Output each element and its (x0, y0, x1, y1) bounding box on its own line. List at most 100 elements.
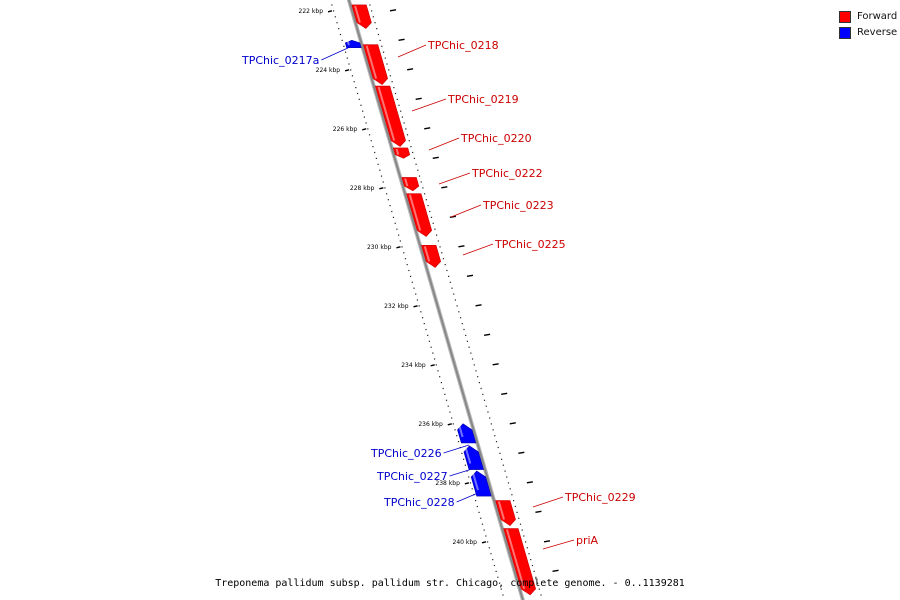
medium-tick (475, 304, 482, 307)
minor-tick-right (475, 370, 477, 372)
minor-tick-left (333, 10, 335, 12)
minor-tick-left (475, 500, 477, 502)
medium-tick (526, 481, 533, 484)
minor-tick-left (341, 39, 343, 41)
gene-label-tpchic_0219: TPChic_0219 (447, 93, 519, 106)
medium-tick (543, 540, 551, 543)
minor-tick-right (458, 311, 460, 313)
gene-label-tpchic_0222-leader (438, 172, 471, 185)
major-tick (447, 423, 452, 426)
minor-tick-left (464, 464, 466, 466)
minor-tick-left (456, 435, 458, 437)
gene-label-tpchic_0223-leader (450, 204, 482, 218)
minor-tick-left (360, 104, 362, 106)
minor-tick-left (471, 488, 473, 490)
minor-tick-left (370, 140, 372, 142)
major-tick (481, 541, 487, 544)
gene-label-tpchic_0228-leader (456, 492, 479, 503)
minor-tick-right (509, 488, 511, 490)
tick-label: 226 kbp (333, 126, 358, 133)
gene-label-tpchic_0227: TPChic_0227 (376, 470, 448, 483)
minor-tick-right (468, 346, 470, 348)
gene-tpchic_0222-shine (404, 178, 409, 187)
minor-tick-left (358, 98, 360, 100)
minor-tick-left (372, 146, 374, 148)
minor-tick-left (396, 228, 398, 230)
minor-tick-left (379, 169, 381, 171)
minor-tick-right (473, 364, 475, 366)
gene-tpchic_0222 (401, 177, 420, 192)
minor-tick-left (389, 205, 391, 207)
minor-tick-right (494, 435, 496, 437)
gene-label-tpchic_0217a: TPChic_0217a (241, 54, 319, 67)
minor-tick-left (362, 110, 364, 112)
minor-tick-left (339, 33, 342, 36)
tick-layer: 222 kbp 224 kbp 226 kbp 228 kbp 230 kbp 232 k… (299, 4, 559, 596)
minor-tick-left (408, 269, 410, 272)
major-tick (362, 128, 367, 131)
minor-tick-right (422, 187, 424, 189)
minor-tick-right (521, 529, 523, 531)
minor-tick-left (392, 216, 395, 218)
minor-tick-left (353, 81, 355, 83)
major-tick (430, 364, 435, 367)
minor-tick-left (413, 287, 415, 289)
minor-tick-right (374, 22, 376, 24)
legend: Forward Reverse (839, 9, 897, 41)
gene-pria (503, 528, 536, 596)
gene-label-tpchic_0223: TPChic_0223 (482, 199, 554, 212)
legend-reverse-label: Reverse (857, 27, 898, 38)
minor-tick-left (348, 63, 350, 65)
minor-tick-right (418, 175, 421, 177)
gene-tpchic_0228-shine (471, 471, 479, 491)
gene-label-tpchic_0229-leader (532, 496, 564, 508)
minor-tick-left (488, 547, 490, 549)
minor-tick-right (495, 441, 498, 443)
minor-tick-right (480, 387, 482, 390)
minor-tick-right (528, 553, 530, 555)
minor-tick-left (351, 75, 354, 77)
medium-tick (509, 422, 516, 425)
minor-tick-right (497, 446, 499, 449)
minor-tick-left (425, 328, 427, 331)
minor-tick-right (483, 399, 486, 401)
minor-tick-right (379, 39, 381, 41)
gene-label-tpchic_0218-leader (397, 44, 427, 58)
minor-tick-right (391, 81, 393, 83)
gene-tpchic_0225-shine (423, 246, 431, 262)
minor-tick-right (466, 340, 469, 342)
minor-tick-left (420, 311, 422, 313)
medium-tick (441, 186, 448, 189)
minor-tick-left (445, 399, 448, 401)
minor-tick-right (382, 51, 385, 53)
medium-tick (466, 274, 474, 277)
tick-label: 230 kbp (367, 244, 392, 251)
minor-tick-right (415, 163, 417, 165)
tick-label: 238 kbp (435, 480, 460, 487)
gene-label-pria: priA (576, 534, 599, 547)
minor-tick-left (449, 411, 451, 413)
minor-tick-right (437, 240, 439, 242)
minor-tick-left (466, 470, 468, 472)
minor-tick-left (403, 252, 405, 254)
major-tick (327, 10, 333, 13)
minor-tick-right (394, 92, 397, 95)
minor-tick-left (338, 28, 340, 30)
minor-tick-left (365, 122, 367, 124)
minor-tick-right (405, 128, 407, 130)
minor-tick-left (495, 570, 497, 572)
medium-tick (424, 127, 431, 130)
major-tick (396, 246, 401, 249)
legend-reverse-swatch (839, 26, 851, 39)
minor-tick-right (504, 470, 506, 472)
minor-tick-right (478, 382, 480, 384)
minor-tick-left (439, 376, 441, 378)
minor-tick-right (371, 10, 373, 12)
gene-tpchic_0220 (392, 147, 411, 159)
minor-tick-right (485, 405, 487, 407)
label-layer: TPChic_0217a TPChic_0218 TPChic_0219 TPChic… (241, 39, 636, 550)
major-tick (344, 69, 350, 72)
minor-tick-left (334, 16, 336, 18)
minor-tick-right (436, 234, 438, 236)
